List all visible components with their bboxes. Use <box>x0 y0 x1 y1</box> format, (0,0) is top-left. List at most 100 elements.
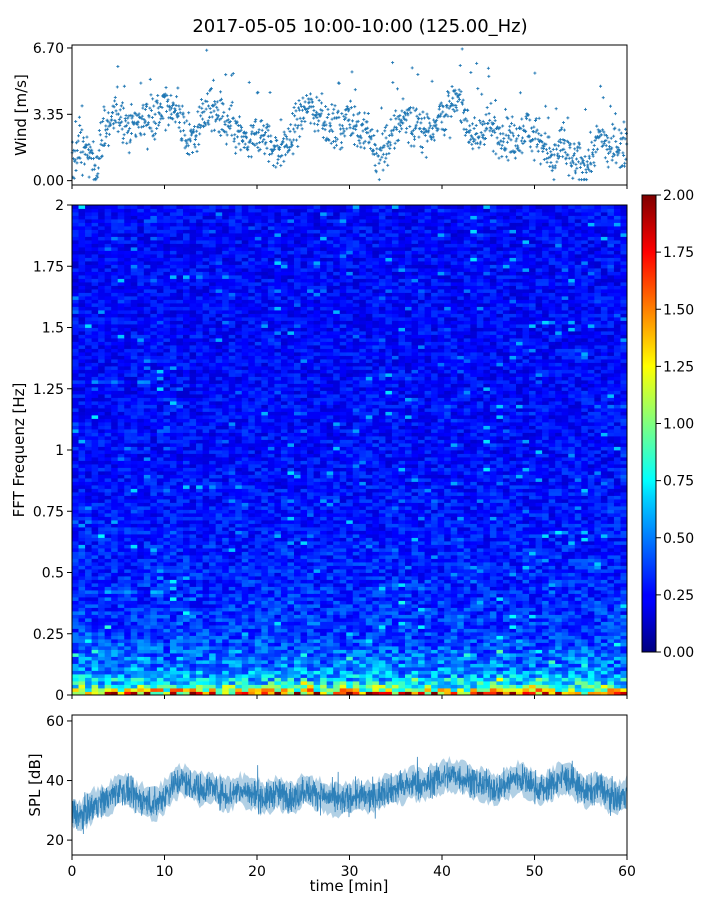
spectrogram-cell <box>431 618 438 622</box>
spectrogram-cell <box>209 548 216 552</box>
spectrogram-cell <box>92 559 99 563</box>
spectrogram-cell <box>496 615 503 619</box>
spectrogram-cell <box>398 664 405 668</box>
spectrogram-cell <box>555 678 562 682</box>
spectrogram-cell <box>79 559 86 563</box>
spectrogram-cell <box>170 611 177 615</box>
spectrogram-cell <box>274 576 281 580</box>
spectrogram-cell <box>72 622 79 626</box>
spectrogram-cell <box>483 559 490 563</box>
spectrogram-cell <box>379 629 386 633</box>
spectrogram-cell <box>163 657 170 661</box>
spectrogram-cell <box>470 594 477 598</box>
spectrogram-cell <box>118 601 125 605</box>
spectrogram-cell <box>72 653 79 657</box>
spectrogram-cell <box>307 667 314 671</box>
spectrogram-cell <box>588 639 595 643</box>
spectrogram-cell <box>503 573 510 577</box>
spectrogram-cell <box>392 611 399 615</box>
spectrogram-cell <box>451 688 458 692</box>
spectrogram-cell <box>216 622 223 626</box>
spectrogram-cell <box>412 681 419 685</box>
spectrogram-cell <box>425 664 432 668</box>
spectrogram-cell <box>451 685 458 689</box>
wind-point <box>391 81 394 84</box>
spectrogram-cell <box>588 569 595 573</box>
wind-y-axis-label: Wind [m/s] <box>12 74 30 156</box>
spectrogram-cell <box>568 583 575 587</box>
spectrogram-cell <box>235 685 242 689</box>
spectrogram-cell <box>261 646 268 650</box>
spectrogram-cell <box>457 639 464 643</box>
wind-point <box>521 136 524 139</box>
spectrogram-cell <box>137 611 144 615</box>
spectrogram-cell <box>614 601 621 605</box>
spectrogram-cell <box>620 660 627 664</box>
spectrogram-cell <box>222 632 229 636</box>
spectrogram-cell <box>529 688 536 692</box>
spectrogram-cell <box>523 566 530 570</box>
spectrogram-cell <box>222 590 229 594</box>
wind-point <box>292 152 295 155</box>
spectrogram-cell <box>444 639 451 643</box>
spectrogram-cell <box>477 646 484 650</box>
spectrogram-cell <box>196 583 203 587</box>
spectrogram-cell <box>372 562 379 566</box>
spectrogram-cell <box>92 639 99 643</box>
spectrogram-cell <box>124 604 131 608</box>
spectrogram-cell <box>562 625 569 629</box>
spectrogram-cell <box>516 653 523 657</box>
spectrogram-cell <box>509 632 516 636</box>
spectrogram-cell <box>588 562 595 566</box>
spectrogram-cell <box>287 625 294 629</box>
spectrogram-cell <box>314 604 321 608</box>
spectrogram-cell <box>242 643 249 647</box>
spectrogram-cell <box>385 667 392 671</box>
spectrogram-cell <box>496 559 503 563</box>
spectrogram-cell <box>575 681 582 685</box>
spectrogram-cell <box>105 573 112 577</box>
spectrogram-cell <box>176 685 183 689</box>
spectrogram-cell <box>405 573 412 577</box>
spectrogram-cell <box>274 657 281 661</box>
wind-point <box>579 166 582 169</box>
spectrogram-cell <box>268 548 275 552</box>
spectrogram-cell <box>209 660 216 664</box>
spectrogram-cell <box>509 657 516 661</box>
spectrogram-cell <box>509 615 516 619</box>
spectrogram-cell <box>235 608 242 612</box>
spectrogram-cell <box>85 688 92 692</box>
wind-point <box>488 119 491 122</box>
spectrogram-cell <box>568 618 575 622</box>
wind-point <box>362 129 365 132</box>
spectrogram-cell <box>412 674 419 678</box>
spectrogram-cell <box>229 664 236 668</box>
spectrogram-cell <box>72 566 79 570</box>
spectrogram-cell <box>294 580 301 584</box>
spectrogram-cell <box>314 597 321 601</box>
spectrogram-cell <box>353 685 360 689</box>
spectrogram-cell <box>255 667 262 671</box>
spectrogram-cell <box>183 632 190 636</box>
spectrogram-cell <box>398 573 405 577</box>
spectrogram-cell <box>235 660 242 664</box>
spectrogram-cell <box>176 639 183 643</box>
spectrogram-cell <box>118 643 125 647</box>
spectrogram-cell <box>137 664 144 668</box>
spectrogram-cell <box>425 555 432 559</box>
spectrogram-cell <box>523 573 530 577</box>
spectrogram-cell <box>575 597 582 601</box>
spectrogram-cell <box>444 548 451 552</box>
spectrogram-cell <box>398 576 405 580</box>
spectrogram-cell <box>268 566 275 570</box>
spectrogram-cell <box>438 667 445 671</box>
spectrogram-cell <box>157 685 164 689</box>
spectrogram-cell <box>209 597 216 601</box>
spectrogram-cell <box>457 625 464 629</box>
spectrogram-cell <box>92 643 99 647</box>
spectrogram-cell <box>366 552 373 556</box>
spectrogram-cell <box>601 608 608 612</box>
spectrogram-cell <box>170 555 177 559</box>
spectrogram-cell <box>431 580 438 584</box>
spectrogram-cell <box>229 559 236 563</box>
